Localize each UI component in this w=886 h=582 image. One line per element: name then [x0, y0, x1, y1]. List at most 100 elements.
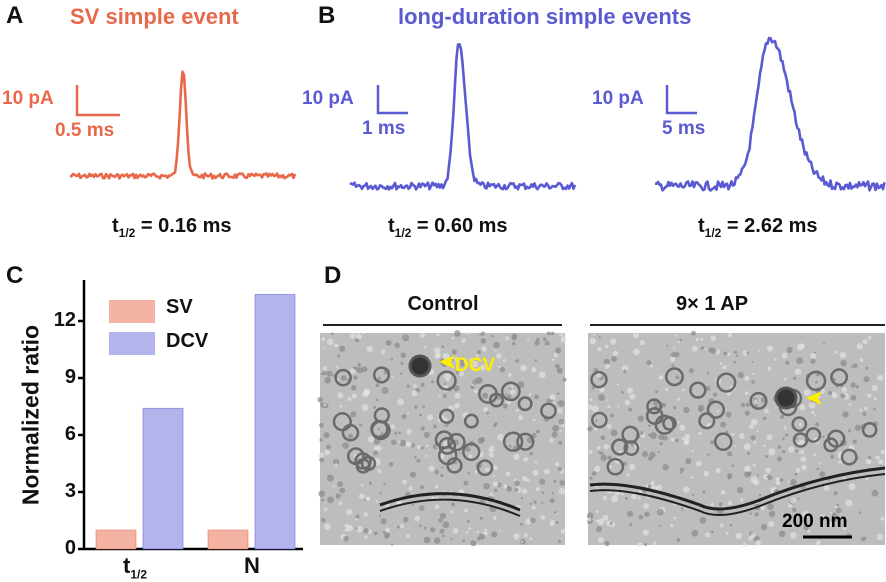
synaptic-vesicle: [372, 366, 391, 384]
em-texture: [863, 376, 870, 383]
em-texture: [648, 433, 651, 437]
em-texture: [854, 424, 862, 431]
em-texture: [529, 452, 533, 456]
em-texture: [676, 538, 681, 542]
panel-b-title: long-duration simple events: [398, 4, 692, 29]
em-texture: [471, 360, 479, 368]
em-texture: [586, 512, 594, 520]
em-texture: [438, 518, 443, 523]
em-texture: [529, 537, 533, 541]
em-texture: [865, 477, 869, 481]
synaptic-vesicle: [438, 408, 455, 424]
em-texture: [672, 346, 676, 349]
em-texture: [626, 510, 634, 517]
em-texture: [756, 430, 759, 433]
t-subscript: 1/2: [704, 226, 722, 240]
em-texture: [762, 416, 767, 421]
panel-b2-scale-x: 5 ms: [662, 118, 706, 139]
em-texture: [443, 382, 447, 386]
em-texture: [326, 338, 334, 346]
em-texture: [778, 530, 786, 538]
em-texture: [356, 367, 364, 374]
em-texture: [534, 340, 540, 346]
synaptic-vesicle: [645, 407, 664, 425]
em-texture: [356, 525, 363, 533]
em-texture: [751, 360, 754, 363]
em-texture: [384, 527, 391, 533]
em-texture: [811, 411, 815, 414]
em-texture: [695, 337, 699, 342]
synaptic-vesicle: [606, 457, 625, 476]
em-texture: [691, 529, 699, 537]
em-texture: [335, 493, 341, 499]
em-texture: [453, 356, 456, 360]
em-texture: [803, 525, 809, 531]
em-texture: [520, 364, 527, 372]
em-texture: [683, 507, 686, 510]
em-texture: [673, 351, 680, 358]
em-texture: [610, 429, 618, 437]
em-texture: [424, 345, 427, 349]
em-texture: [381, 352, 384, 356]
em-texture: [659, 441, 663, 446]
em-texture: [460, 362, 465, 367]
em-texture: [555, 520, 559, 524]
em-texture: [419, 413, 422, 417]
dense-core-vesicle: [408, 354, 432, 378]
em-texture: [480, 331, 486, 336]
em-texture: [549, 498, 555, 504]
em-texture: [399, 439, 407, 447]
em-texture: [683, 438, 690, 445]
em-texture: [406, 441, 413, 448]
em-texture: [779, 414, 785, 420]
em-texture: [852, 439, 858, 444]
em-texture: [760, 523, 768, 531]
em-texture: [375, 499, 379, 503]
em-texture: [606, 399, 609, 402]
em-texture: [587, 517, 592, 522]
em-texture: [436, 333, 440, 337]
em-texture: [337, 354, 341, 358]
em-texture: [604, 363, 611, 370]
em-texture: [710, 502, 715, 507]
em-texture: [557, 401, 560, 404]
scale-bar-2: [665, 85, 697, 115]
synaptic-vesicle: [706, 400, 726, 419]
em-texture: [320, 402, 326, 408]
em-texture: [670, 437, 675, 442]
em-texture: [637, 415, 644, 422]
em-texture: [795, 437, 798, 440]
em-texture: [324, 449, 330, 456]
em-texture: [710, 530, 714, 534]
em-texture: [423, 526, 427, 530]
synaptic-vesicle: [591, 411, 608, 429]
synaptic-membrane: [379, 498, 521, 517]
em-texture: [684, 433, 690, 440]
y-tick-label: 0: [64, 537, 76, 559]
em-texture: [743, 443, 751, 451]
em-texture: [596, 526, 603, 533]
em-texture: [511, 333, 518, 340]
em-texture: [509, 387, 512, 390]
em-texture: [842, 411, 849, 418]
em-texture: [346, 509, 353, 516]
em-texture: [645, 484, 649, 488]
em-texture: [364, 535, 368, 539]
em-texture: [801, 464, 807, 471]
synaptic-vesicle: [861, 422, 878, 438]
em-texture: [716, 409, 720, 413]
em-texture: [753, 399, 758, 403]
synaptic-vesicle: [826, 429, 846, 448]
em-texture: [483, 406, 489, 412]
em-texture: [562, 377, 567, 382]
em-texture: [515, 408, 519, 412]
em-texture: [690, 476, 694, 480]
em-texture: [709, 440, 715, 445]
em-texture: [453, 330, 461, 337]
em-texture: [682, 388, 685, 392]
em-texture: [532, 469, 539, 476]
synaptic-vesicle: [447, 432, 466, 452]
synaptic-vesicle: [792, 432, 809, 448]
em-texture: [539, 371, 546, 379]
em-texture: [656, 484, 663, 491]
